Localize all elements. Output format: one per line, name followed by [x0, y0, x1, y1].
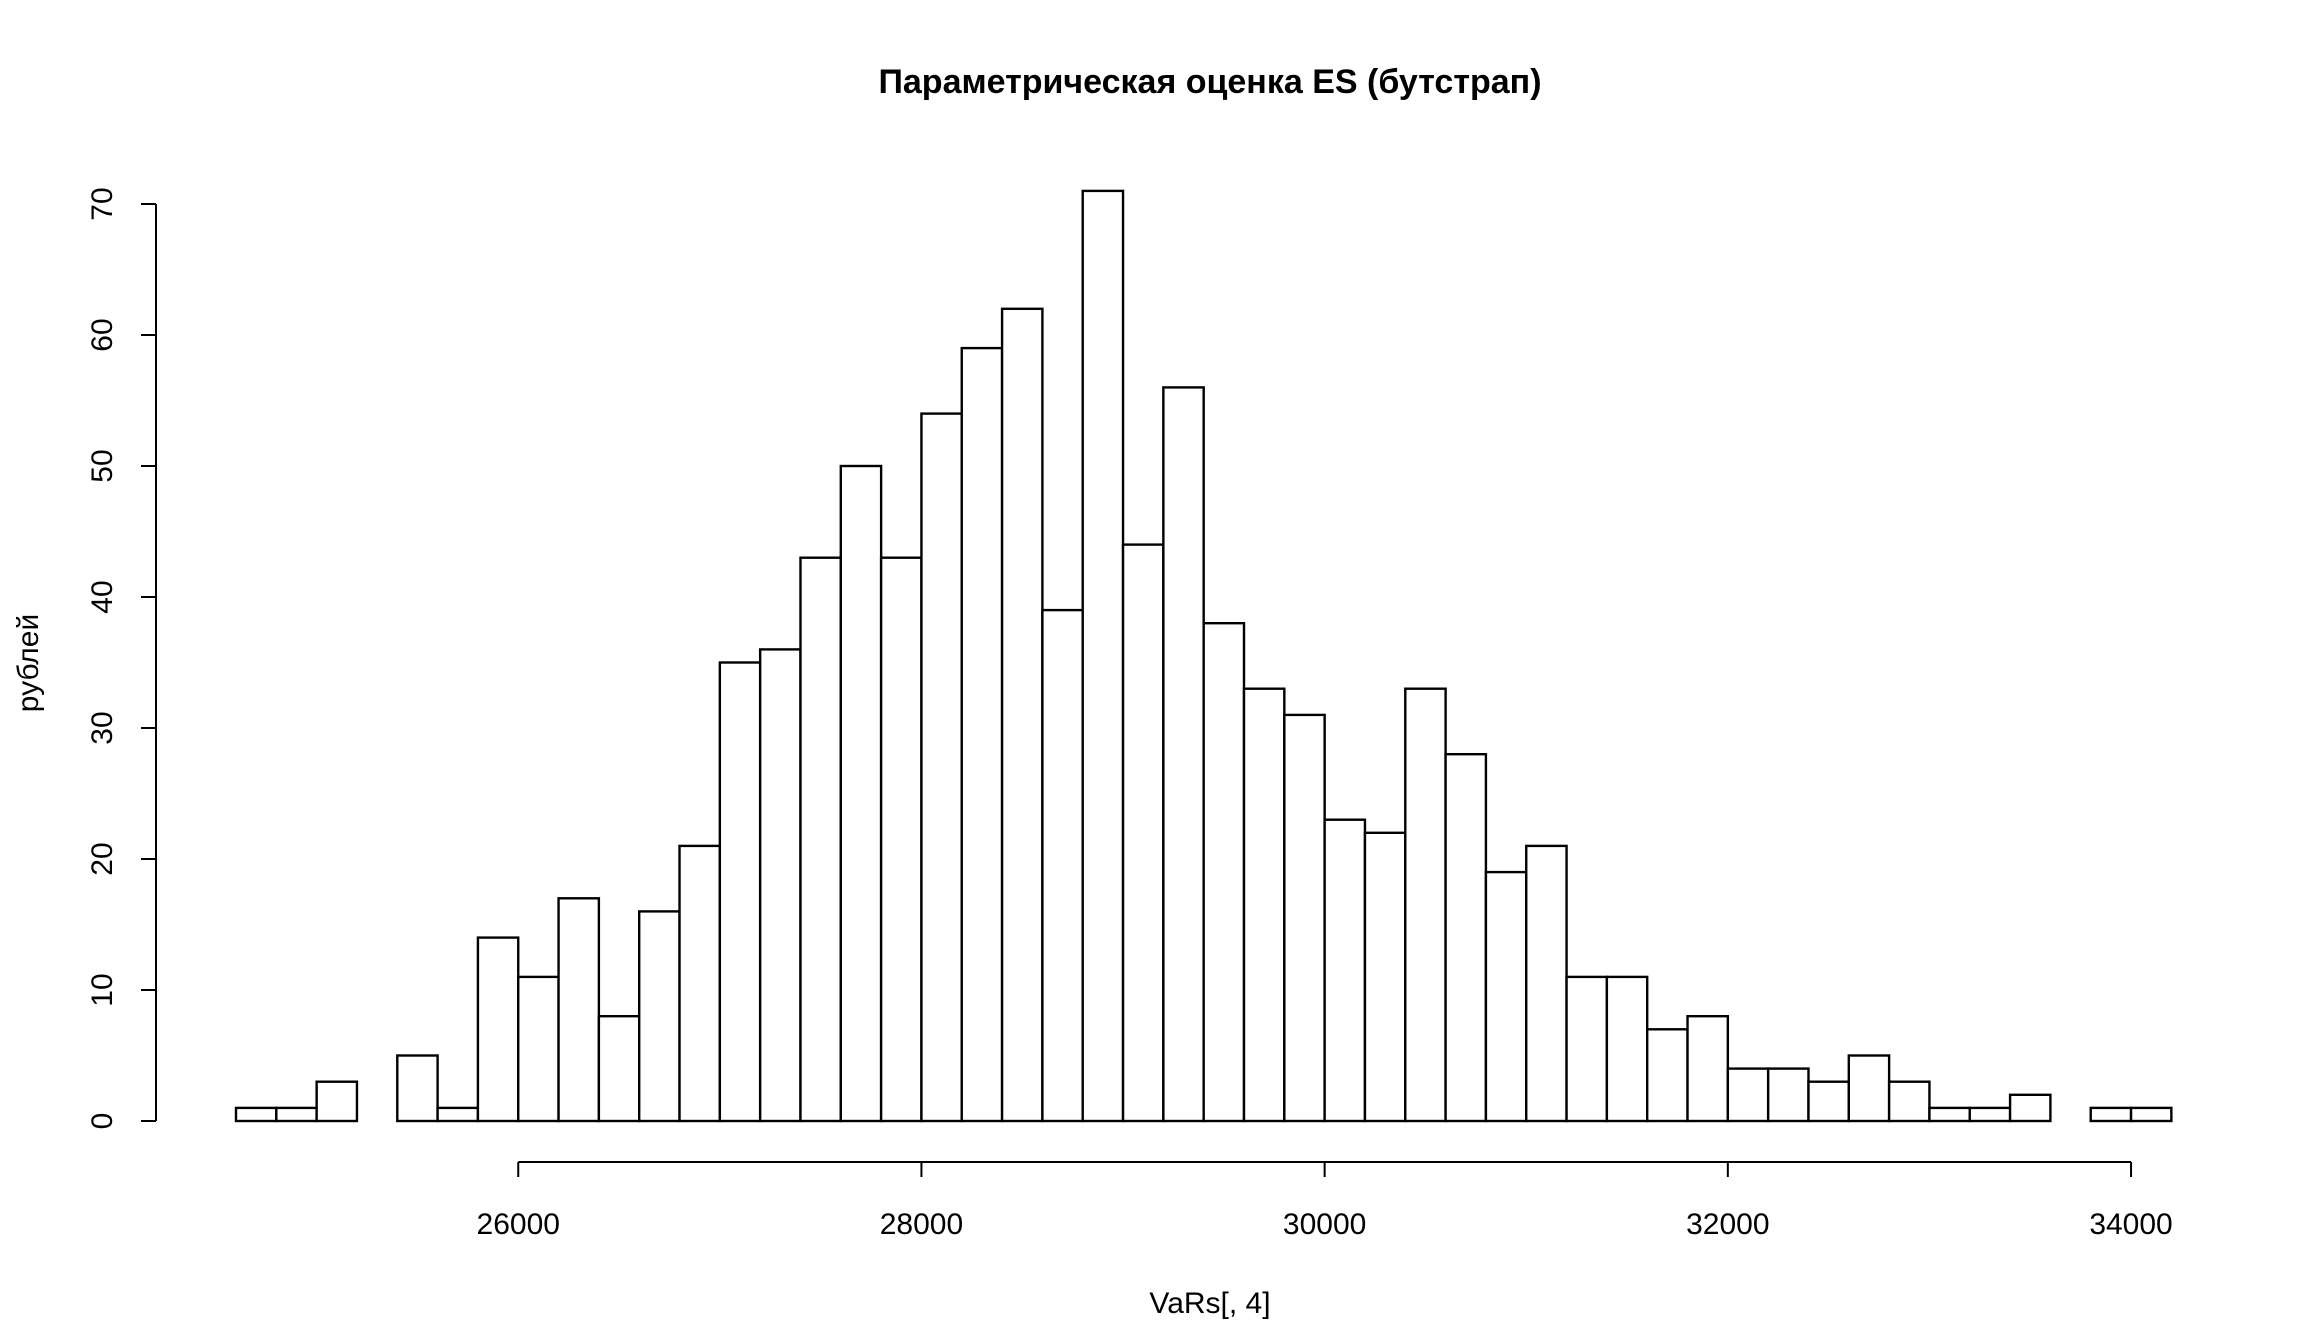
chart-title: Параметрическая оценка ES (бутстрап): [878, 63, 1541, 101]
histogram-bar: [718, 661, 762, 1123]
histogram-bar: [1525, 844, 1568, 1123]
histogram-bar: [678, 844, 722, 1123]
histogram-bar: [1000, 307, 1044, 1123]
y-axis: 0 10 20 30 40 50 60 70: [86, 187, 157, 1130]
histogram-bar: [758, 648, 802, 1123]
histogram-bar: [1041, 608, 1084, 1123]
histogram-bar: [1202, 622, 1246, 1123]
y-tick-label: 30: [86, 711, 119, 744]
histogram-bar: [234, 1106, 278, 1123]
histogram-bar: [1605, 975, 1649, 1123]
histogram-bar: [638, 910, 681, 1123]
histogram-bar: [1807, 1080, 1850, 1123]
histogram-bar: [1404, 687, 1447, 1123]
histogram-bar: [2008, 1093, 2052, 1123]
y-tick-label: 10: [86, 973, 119, 1006]
histogram-bar: [1242, 687, 1286, 1123]
histogram-bar: [960, 346, 1004, 1123]
histogram-bar: [1162, 386, 1205, 1123]
y-tick-label: 60: [86, 318, 119, 351]
histogram-bar: [2129, 1106, 2173, 1123]
x-axis: 26000 28000 30000 32000 34000: [477, 1161, 2173, 1241]
histogram-bar: [2089, 1106, 2133, 1123]
histogram-bar: [1928, 1106, 1971, 1123]
x-tick-label: 28000: [880, 1208, 963, 1241]
histogram-bar: [1363, 831, 1407, 1123]
histogram-bar: [879, 556, 923, 1123]
histogram-bar: [275, 1106, 318, 1123]
histogram-bar: [1645, 1028, 1689, 1123]
histogram-bar: [1283, 713, 1326, 1123]
histogram-bar: [597, 1015, 641, 1123]
histogram-bar: [1565, 975, 1609, 1123]
y-tick-label: 50: [86, 449, 119, 482]
x-axis-label: VaRs[, 4]: [1149, 1287, 1270, 1320]
histogram-bar: [1484, 870, 1528, 1123]
histogram-bar: [1323, 818, 1367, 1123]
y-tick-label: 0: [86, 1113, 119, 1130]
histogram-bar: [1887, 1080, 1931, 1123]
histogram-bar: [557, 897, 601, 1123]
histogram-bar: [517, 975, 560, 1123]
histogram-bar: [476, 936, 520, 1123]
histogram-bar: [1686, 1015, 1730, 1123]
histogram-bar: [1968, 1106, 2012, 1123]
y-tick-label: 40: [86, 580, 119, 613]
x-tick-label: 26000: [477, 1208, 560, 1241]
y-tick-label: 70: [86, 187, 119, 220]
bars-group: [234, 189, 2173, 1123]
histogram-bar: [396, 1054, 439, 1123]
histogram-bar: [315, 1080, 359, 1123]
histogram-bar: [436, 1106, 480, 1123]
histogram-bar: [1081, 189, 1125, 1123]
histogram-bar: [920, 412, 963, 1123]
histogram-bar: [1121, 543, 1165, 1123]
x-tick-label: 32000: [1686, 1208, 1769, 1241]
histogram-bar: [1444, 753, 1488, 1123]
histogram-bar: [1766, 1067, 1810, 1123]
x-tick-label: 34000: [2089, 1208, 2172, 1241]
y-axis-label: рублей: [12, 614, 45, 712]
histogram-bar: [1726, 1067, 1770, 1123]
histogram-bar: [839, 464, 883, 1123]
x-tick-label: 30000: [1283, 1208, 1366, 1241]
histogram-bar: [799, 556, 842, 1123]
histogram-bar: [1847, 1054, 1891, 1123]
y-tick-label: 20: [86, 842, 119, 875]
